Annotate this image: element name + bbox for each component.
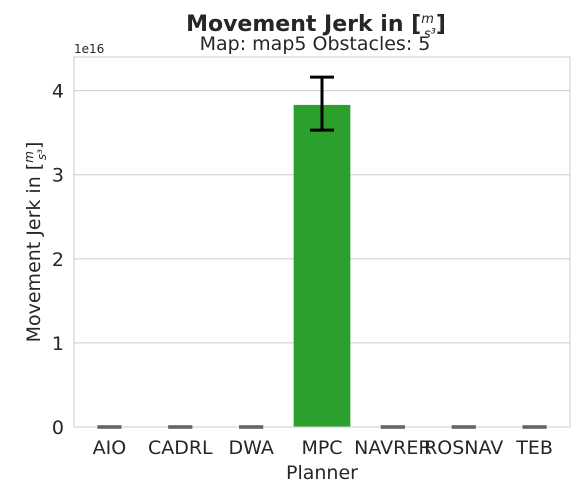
title-text: Movement Jerk in [ [186, 12, 421, 37]
x-tick-label: TEB [515, 437, 553, 459]
bars [293, 104, 351, 427]
title-unit-numerator: m [421, 12, 434, 27]
y-tick-label: 1 [52, 333, 64, 355]
x-tick-label: ROSNAV [424, 437, 503, 459]
chart-subtitle: Map: map5 Obstacles: 5 [200, 33, 431, 55]
plot-area-frame [73, 56, 571, 428]
chart-title: Movement Jerk in [m s³] [186, 12, 446, 42]
y-tick-label: 3 [52, 165, 64, 187]
ylabel-unit-denominator: s³ [35, 149, 49, 160]
x-axis-label: Planner [286, 462, 358, 484]
ylabel-text: Movement Jerk in [ [23, 163, 45, 343]
title-unit-denominator: s³ [424, 27, 436, 42]
y-tick-label: 0 [52, 417, 64, 439]
ylabel-unit-numerator: m [22, 151, 36, 163]
x-tick-label: DWA [228, 437, 273, 459]
bar-mpc [293, 104, 351, 427]
title-bracket-close: ] [436, 12, 446, 37]
x-tick-label: AIO [93, 437, 127, 459]
y-axis-label: Movement Jerk in [ms³] [22, 142, 49, 343]
y-axis-offset-label: 1e16 [74, 42, 104, 56]
x-tick-label: NAVRER [354, 437, 431, 459]
x-tick-label: MPC [301, 437, 342, 459]
x-tick-label: CADRL [148, 437, 213, 459]
y-tick-labels: 0 1 2 3 4 [52, 81, 64, 439]
ylabel-bracket-close: ] [23, 142, 45, 149]
error-bar-mpc [310, 75, 334, 132]
y-tick-label: 4 [52, 81, 64, 103]
y-tick-label: 2 [52, 249, 64, 271]
